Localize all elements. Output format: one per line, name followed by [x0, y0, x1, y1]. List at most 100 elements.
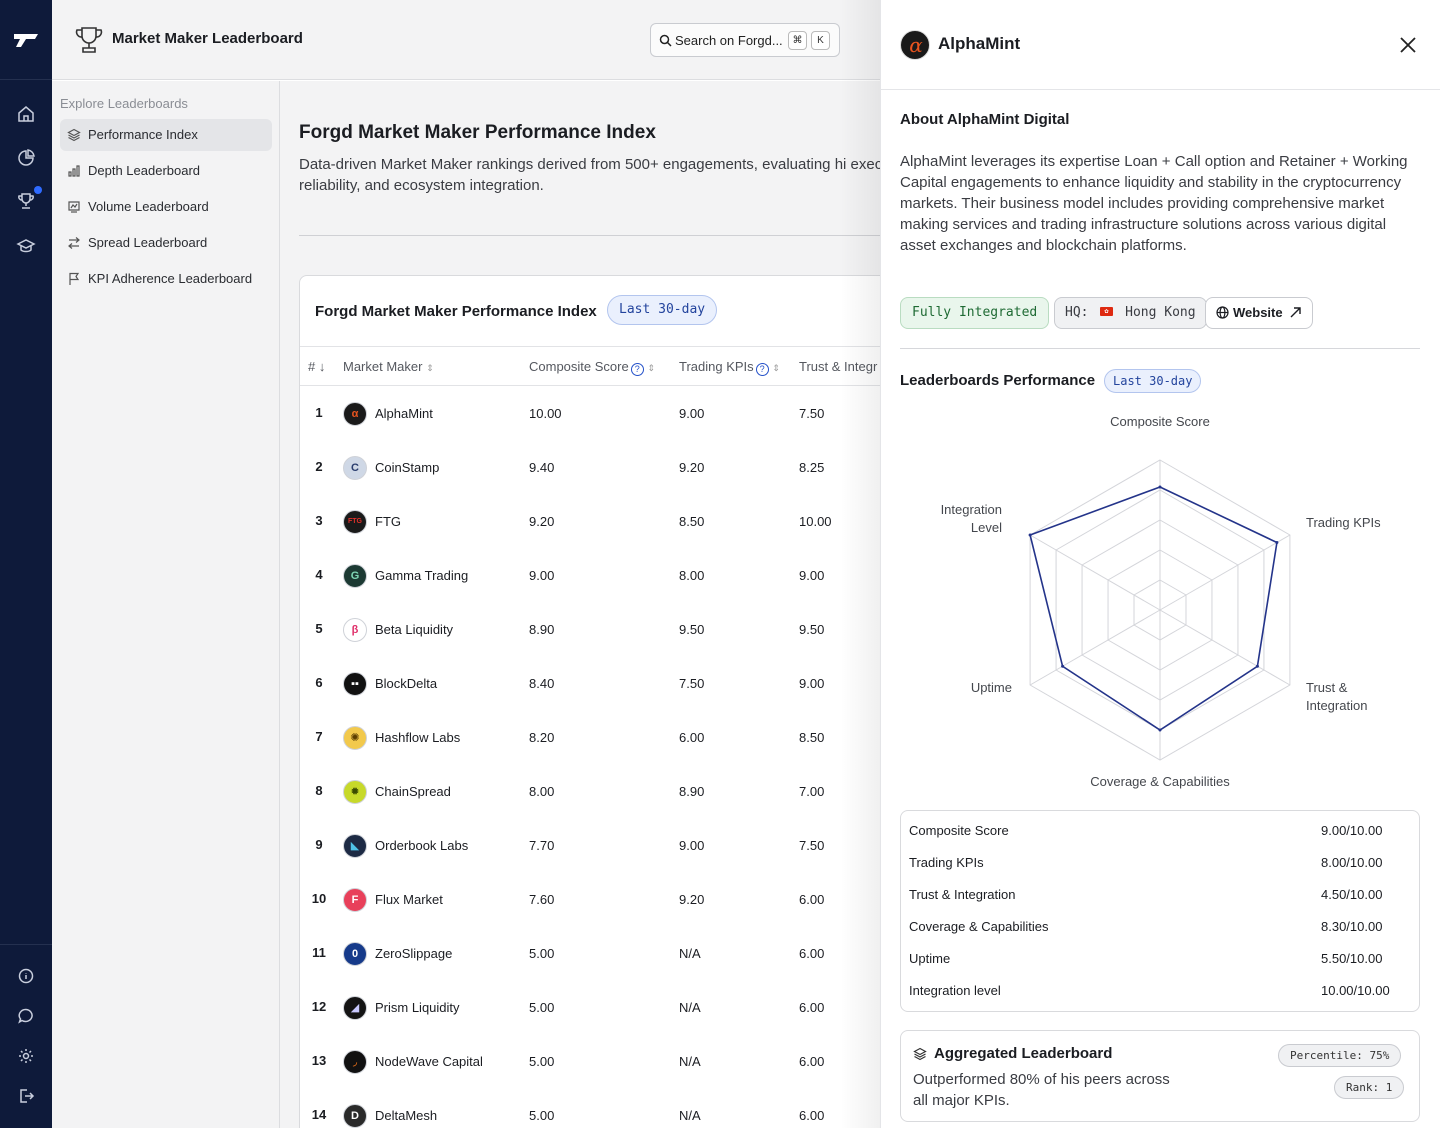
score-value: 10.00/10.00 — [1321, 983, 1390, 998]
radar-axis-label: Integration Level — [941, 502, 1003, 535]
volume-icon — [67, 200, 81, 214]
rank-cell: 2 — [315, 459, 323, 474]
globe-icon — [1216, 300, 1229, 319]
sidebar-item-volume[interactable]: Volume Leaderboard — [60, 191, 272, 223]
score-label: Trading KPIs — [909, 855, 984, 870]
maker-avatar: ◢ — [343, 996, 367, 1020]
maker-name: Gamma Trading — [375, 568, 469, 583]
layers-icon — [913, 1047, 927, 1061]
table-row[interactable]: 1 α AlphaMint 10.00 9.00 7.50 — [300, 387, 880, 441]
sidebar-item-kpi-adherence[interactable]: KPI Adherence Leaderboard — [60, 263, 272, 295]
table-row[interactable]: 2 C CoinStamp 9.40 9.20 8.25 — [300, 441, 880, 495]
table-row[interactable]: 14 D DeltaMesh 5.00 N/A 6.00 — [300, 1089, 880, 1128]
radar-axis-label: Trading KPIs — [1306, 515, 1381, 530]
drawer-title: AlphaMint — [938, 34, 1021, 53]
close-icon[interactable] — [1397, 34, 1419, 56]
radar-axis-line — [1159, 534, 1291, 611]
table-row[interactable]: 6 ▪▪ BlockDelta 8.40 7.50 9.00 — [300, 657, 880, 711]
period-badge[interactable]: Last 30-day — [1104, 369, 1202, 393]
maker-name: DeltaMesh — [375, 1108, 438, 1123]
sidebar-item-depth[interactable]: Depth Leaderboard — [60, 155, 272, 187]
home-icon[interactable] — [16, 104, 36, 124]
radar-axis-line — [1159, 609, 1291, 686]
aggregated-title: Aggregated Leaderboard — [934, 1045, 1113, 1062]
info-icon[interactable] — [16, 966, 36, 986]
col-trust[interactable]: Trust & Integr — [799, 359, 878, 374]
maker-name: Prism Liquidity — [375, 1000, 460, 1015]
rank-cell: 3 — [315, 513, 323, 528]
sidebar-item-label: Depth Leaderboard — [88, 163, 201, 178]
section-title: Forgd Market Maker Performance Index — [299, 122, 656, 143]
sidebar-item-spread[interactable]: Spread Leaderboard — [60, 227, 272, 259]
pie-chart-icon[interactable] — [16, 148, 36, 168]
rank-cell: 13 — [311, 1053, 327, 1068]
composite-score-cell: 7.60 — [529, 892, 555, 907]
trophy-icon[interactable] — [16, 191, 36, 211]
maker-name: CoinStamp — [375, 460, 440, 475]
kbd-k: K — [811, 31, 830, 50]
forgd-logo-icon[interactable] — [12, 30, 40, 50]
search-box[interactable]: Search on Forgd... ⌘ K — [650, 23, 840, 57]
maker-avatar: ▪▪ — [343, 672, 367, 696]
trading-kpis-cell: N/A — [679, 1108, 701, 1123]
composite-score-cell: 5.00 — [529, 1054, 555, 1069]
score-row: Uptime 5.50/10.00 — [901, 943, 1421, 975]
maker-avatar: ✺ — [343, 726, 367, 750]
trading-kpis-cell: 9.00 — [679, 838, 705, 853]
col-trading-kpis[interactable]: Trading KPIs? ⇕ — [679, 359, 780, 376]
trust-cell: 7.50 — [799, 406, 825, 421]
composite-score-cell: 7.70 — [529, 838, 555, 853]
maker-avatar: α — [343, 402, 367, 426]
bar-chart-icon — [67, 164, 81, 178]
leaderboards-title: Leaderboards Performance — [900, 372, 1096, 389]
table-row[interactable]: 7 ✺ Hashflow Labs 8.20 6.00 8.50 — [300, 711, 880, 765]
svg-text:α: α — [909, 33, 923, 57]
layers-icon — [67, 128, 81, 142]
radar-point — [1061, 664, 1065, 668]
website-button[interactable]: Website — [1205, 297, 1313, 329]
rank-cell: 12 — [311, 999, 327, 1014]
table-row[interactable]: 13 ◞ NodeWave Capital 5.00 N/A 6.00 — [300, 1035, 880, 1089]
rank-cell: 1 — [315, 405, 323, 420]
radar-axis-label: Coverage & Capabilities — [1090, 774, 1230, 789]
leaderboard-card: Forgd Market Maker Performance Index Las… — [299, 275, 880, 1128]
table-row[interactable]: 11 0 ZeroSlippage 5.00 N/A 6.00 — [300, 927, 880, 981]
score-value: 4.50/10.00 — [1321, 887, 1383, 902]
score-row: Coverage & Capabilities 8.30/10.00 — [901, 911, 1421, 943]
trust-cell: 10.00 — [799, 514, 832, 529]
col-composite-score[interactable]: Composite Score? ⇕ — [529, 359, 655, 376]
hq-badge: HQ: ✿ Hong Kong — [1054, 297, 1207, 329]
col-rank[interactable]: # ↓ — [308, 359, 326, 374]
sidebar-item-performance-index[interactable]: Performance Index — [60, 119, 272, 151]
score-row: Integration level 10.00/10.00 — [901, 975, 1421, 1007]
page-title: Market Maker Leaderboard — [112, 30, 303, 47]
table-row[interactable]: 3 FTG FTG 9.20 8.50 10.00 — [300, 495, 880, 549]
trust-cell: 6.00 — [799, 1000, 825, 1015]
table-row[interactable]: 4 G Gamma Trading 9.00 8.00 9.00 — [300, 549, 880, 603]
composite-score-cell: 9.40 — [529, 460, 555, 475]
period-badge[interactable]: Last 30-day — [607, 295, 718, 325]
settings-gear-icon[interactable] — [16, 1046, 36, 1066]
table-row[interactable]: 12 ◢ Prism Liquidity 5.00 N/A 6.00 — [300, 981, 880, 1035]
table-row[interactable]: 5 β Beta Liquidity 8.90 9.50 9.50 — [300, 603, 880, 657]
chat-icon[interactable] — [16, 1006, 36, 1026]
trust-cell: 9.00 — [799, 568, 825, 583]
table-row[interactable]: 10 F Flux Market 7.60 9.20 6.00 — [300, 873, 880, 927]
table-row[interactable]: 8 ✹ ChainSpread 8.00 8.90 7.00 — [300, 765, 880, 819]
sidebar-heading: Explore Leaderboards — [60, 96, 188, 111]
composite-score-cell: 8.40 — [529, 676, 555, 691]
graduation-cap-icon[interactable] — [16, 236, 36, 256]
radar-axis-label: Trust & Integration — [1306, 680, 1367, 713]
logout-icon[interactable] — [16, 1086, 36, 1106]
maker-avatar: 0 — [343, 942, 367, 966]
maker-avatar: D — [343, 1104, 367, 1128]
radar-axis-label: Uptime — [971, 680, 1012, 695]
score-row: Trading KPIs 8.00/10.00 — [901, 847, 1421, 879]
external-link-icon — [1289, 300, 1302, 318]
table-row[interactable]: 9 ◣ Orderbook Labs 7.70 9.00 7.50 — [300, 819, 880, 873]
composite-score-cell: 5.00 — [529, 946, 555, 961]
rank-cell: 4 — [315, 567, 323, 582]
col-market-maker[interactable]: Market Maker ⇕ — [343, 359, 434, 374]
divider — [299, 235, 880, 236]
rank-cell: 10 — [311, 891, 327, 906]
